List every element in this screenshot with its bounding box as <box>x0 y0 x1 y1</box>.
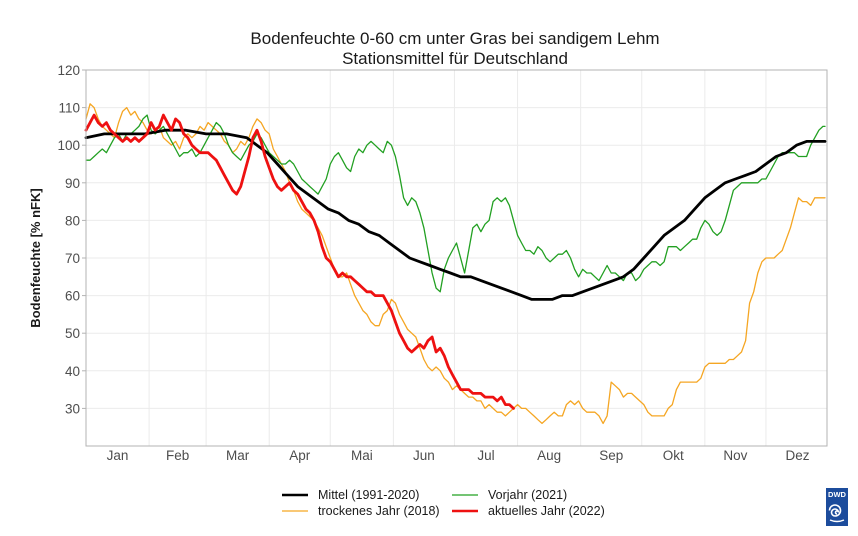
grid <box>86 69 827 446</box>
legend-label: Mittel (1991-2020) <box>318 488 419 502</box>
y-tick-label: 120 <box>57 63 80 78</box>
y-tick-label: 50 <box>65 326 80 341</box>
x-tick-label: Nov <box>723 448 747 463</box>
y-tick-label: 100 <box>57 138 80 153</box>
dwd-swirl-icon <box>828 504 845 523</box>
plot-frame <box>85 69 828 447</box>
y-tick-label: 60 <box>65 289 80 304</box>
y-axis-ticks: 30 40 50 60 70 80 90 100 110 120 <box>57 63 86 416</box>
dwd-logo: DWD <box>826 488 848 526</box>
x-tick-label: Jan <box>107 448 129 463</box>
x-tick-label: Jun <box>413 448 435 463</box>
series-line-aktuelles-jahr-2022 <box>84 113 515 410</box>
legend-label: Vorjahr (2021) <box>488 488 567 502</box>
series-lines <box>84 103 827 425</box>
chart-title: Bodenfeuchte 0-60 cm unter Gras bei sand… <box>250 29 659 48</box>
y-tick-label: 80 <box>65 213 80 228</box>
y-tick-label: 30 <box>65 401 80 416</box>
y-tick-label: 110 <box>58 101 80 116</box>
series-line-mittel-1991-2020 <box>84 128 827 301</box>
x-tick-label: Sep <box>599 448 623 463</box>
chart-subtitle: Stationsmittel für Deutschland <box>342 49 568 68</box>
y-tick-label: 70 <box>65 251 80 266</box>
y-tick-label: 90 <box>65 176 80 191</box>
x-tick-label: Jul <box>477 448 494 463</box>
legend-label: trockenes Jahr (2018) <box>318 504 440 518</box>
x-tick-label: Mar <box>226 448 250 463</box>
x-tick-label: Okt <box>663 448 684 463</box>
x-tick-label: Feb <box>166 448 189 463</box>
y-axis-label: Bodenfeuchte [% nFK] <box>28 188 43 327</box>
legend-label: aktuelles Jahr (2022) <box>488 504 605 518</box>
series-line-trockenes-jahr-2018 <box>85 103 826 425</box>
logo-text: DWD <box>828 490 846 499</box>
x-axis-ticks: Jan Feb Mar Apr Mai Jun Jul Aug Sep Okt Nov Dez <box>107 448 810 463</box>
x-tick-label: Apr <box>289 448 311 463</box>
legend: Mittel (1991-2020) Vorjahr (2021) trockene… <box>282 488 605 518</box>
x-tick-label: Aug <box>537 448 561 463</box>
series-line-vorjahr-2021 <box>85 114 826 293</box>
y-tick-label: 40 <box>65 364 80 379</box>
x-tick-label: Dez <box>785 448 809 463</box>
x-tick-label: Mai <box>351 448 373 463</box>
